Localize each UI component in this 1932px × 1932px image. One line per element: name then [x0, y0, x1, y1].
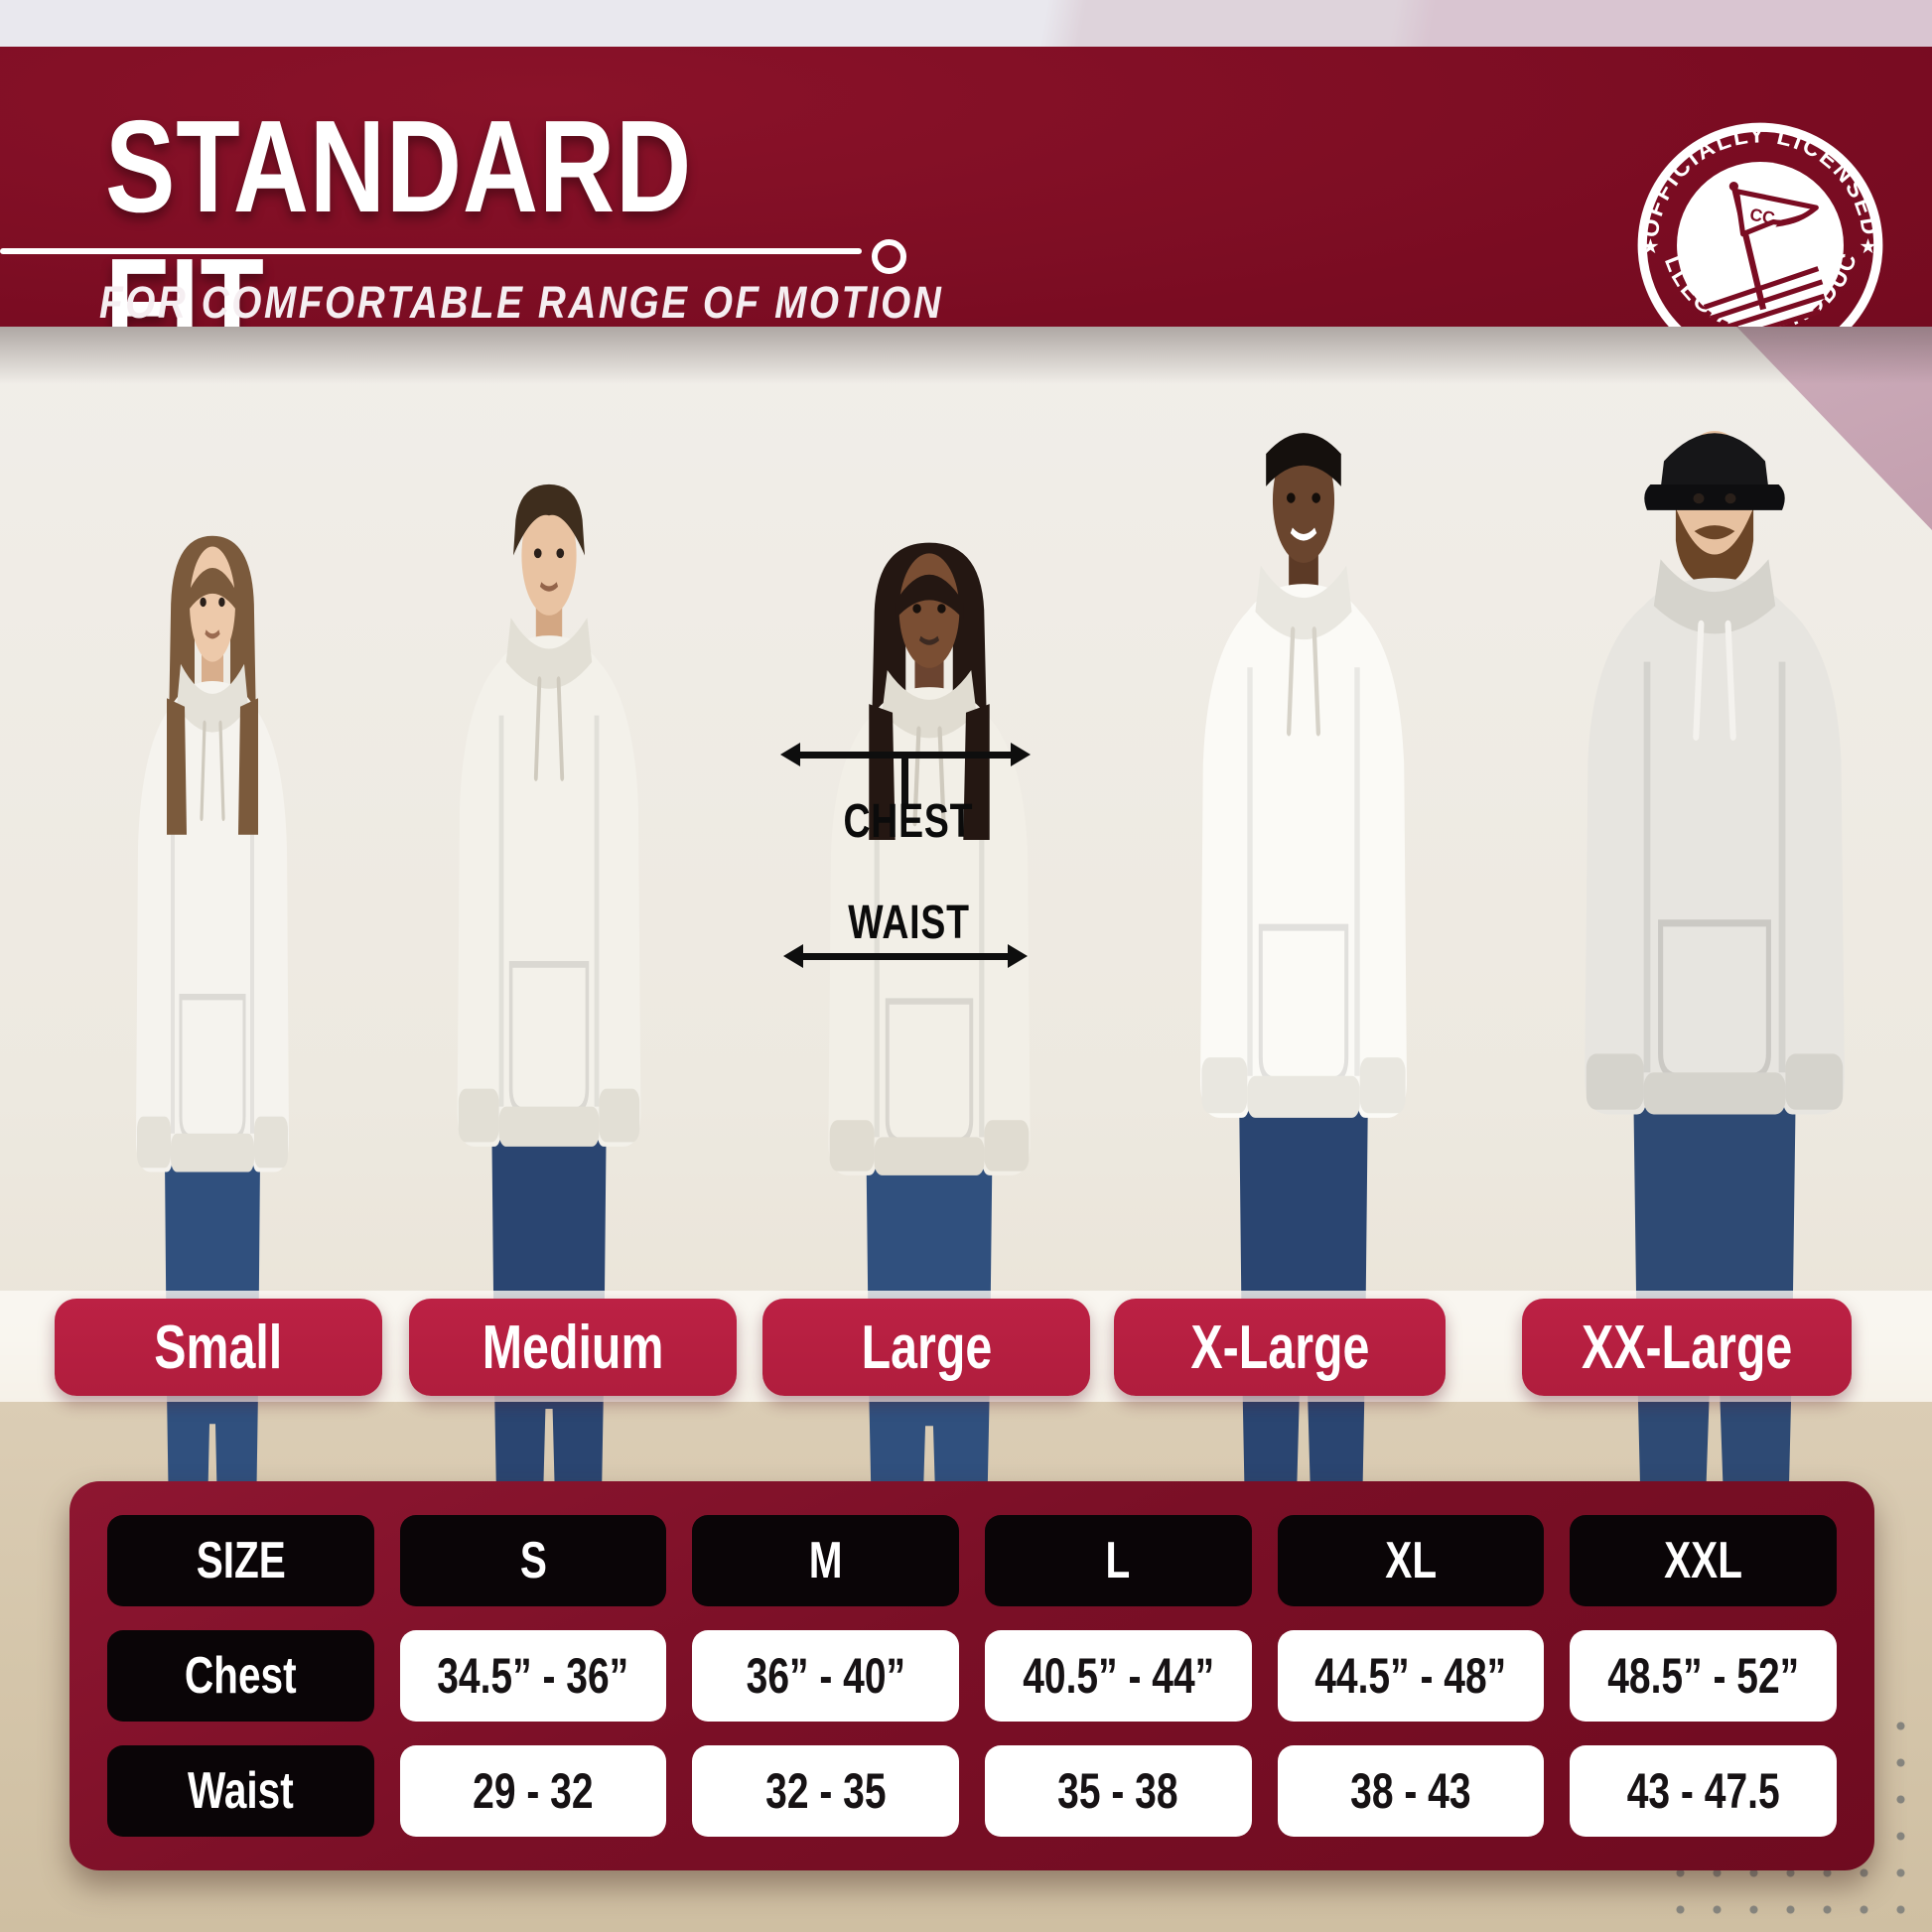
waist-label: WAIST: [847, 897, 970, 949]
chest-value-m: 36” - 40”: [692, 1630, 959, 1722]
underline-dot: [872, 239, 906, 274]
chest-arrow: [780, 743, 1031, 766]
waist-value-s: 29 - 32: [399, 1745, 667, 1837]
title-underline: [0, 248, 862, 254]
col-header-xl: XL: [1277, 1515, 1545, 1606]
waist-value-xxl: 43 - 47.5: [1570, 1745, 1837, 1837]
chest-label: CHEST: [843, 795, 974, 848]
size-pill-medium: Medium: [409, 1299, 737, 1396]
size-chart-panel: SIZE S M L XL XXL Chest 34.5” - 36” 36” …: [69, 1481, 1874, 1870]
waist-arrow: [783, 944, 1028, 968]
size-pill-small: Small: [55, 1299, 382, 1396]
badge-star-right-icon: ★: [1859, 235, 1876, 258]
size-pill-x-large: X-Large: [1114, 1299, 1446, 1396]
waist-value-l: 35 - 38: [984, 1745, 1252, 1837]
badge-pennant-icon: CC: [1703, 182, 1826, 343]
chest-value-s: 34.5” - 36”: [399, 1630, 667, 1722]
row-label-chest: Chest: [107, 1630, 374, 1722]
col-header-l: L: [984, 1515, 1252, 1606]
chest-tick: [901, 759, 908, 804]
chest-value-l: 40.5” - 44”: [984, 1630, 1252, 1722]
header-band: STANDARD FIT FOR COMFORTABLE RANGE OF MO…: [0, 47, 1932, 372]
page-title: STANDARD FIT: [105, 93, 693, 377]
size-pill-xx-large: XX-Large: [1522, 1299, 1852, 1396]
waist-value-m: 32 - 35: [692, 1745, 959, 1837]
col-header-s: S: [399, 1515, 667, 1606]
svg-text:CC: CC: [1748, 205, 1777, 228]
chest-value-xxl: 48.5” - 52”: [1570, 1630, 1837, 1722]
top-strip: [0, 0, 1932, 47]
row-label-waist: Waist: [107, 1745, 374, 1837]
col-header-m: M: [692, 1515, 959, 1606]
size-pill-large: Large: [762, 1299, 1090, 1396]
badge-star-left-icon: ★: [1641, 235, 1659, 258]
page-subtitle: FOR COMFORTABLE RANGE OF MOTION: [99, 277, 944, 328]
header-shadow: [0, 327, 1932, 384]
col-header-size: SIZE: [107, 1515, 374, 1606]
col-header-xxl: XXL: [1570, 1515, 1837, 1606]
licensed-badge: OFFICIALLY LICENSED COLLEGIATE PRODUCTS …: [1633, 118, 1883, 368]
waist-value-xl: 38 - 43: [1277, 1745, 1545, 1837]
chest-value-xl: 44.5” - 48”: [1277, 1630, 1545, 1722]
